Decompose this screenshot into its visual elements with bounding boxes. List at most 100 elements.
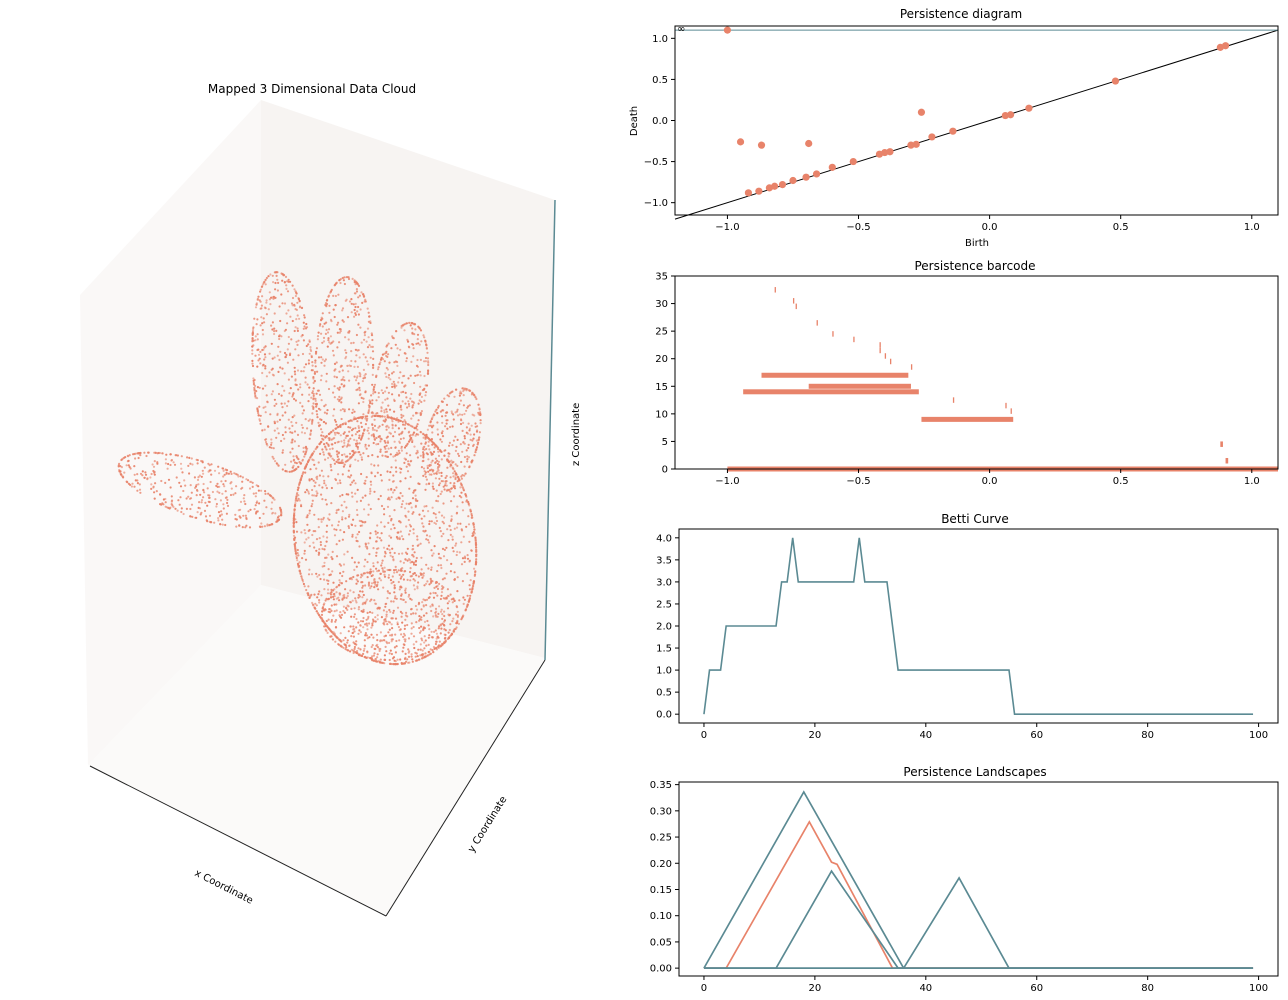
betti-ytick-label: 0.0 bbox=[656, 710, 672, 721]
barcode-frame bbox=[674, 275, 1279, 470]
barcode-ytick-label: 5 bbox=[662, 437, 668, 448]
diagram-ytick-label: 0.0 bbox=[652, 116, 668, 127]
barcode-ytick-label: 25 bbox=[655, 327, 668, 338]
landscape-series-line bbox=[703, 876, 1254, 969]
betti-title: Betti Curve bbox=[941, 512, 1009, 526]
barcode-xtick-label: 0.5 bbox=[1113, 476, 1129, 487]
diagram-ytick-label: 1.0 bbox=[652, 34, 668, 45]
betti-xtick-label: 20 bbox=[809, 730, 822, 741]
barcode-bar bbox=[774, 287, 776, 293]
landscapes-ytick-label: 0.35 bbox=[650, 780, 672, 791]
diagram-point bbox=[1111, 77, 1120, 85]
diagram-point bbox=[812, 170, 821, 178]
diagram-point bbox=[736, 138, 745, 146]
landscapes-title: Persistence Landscapes bbox=[903, 765, 1046, 779]
betti-xtick-label: 100 bbox=[1249, 730, 1268, 741]
barcode-ytick-label: 20 bbox=[655, 354, 668, 365]
betti-content bbox=[703, 537, 1254, 715]
barcode-bar bbox=[884, 353, 887, 359]
barcode-ytick-label: 35 bbox=[655, 272, 668, 283]
barcode-xtick-label: −0.5 bbox=[846, 476, 870, 487]
barcode-bar bbox=[808, 383, 911, 389]
diagram-xtick-label: 0.0 bbox=[982, 222, 998, 233]
diagram-point bbox=[755, 187, 763, 195]
barcode-ticks: −1.0 −0.5 0.0 0.5 1.0 0 5 10 15 20 25 30 35 bbox=[655, 272, 1259, 488]
diagram-point bbox=[802, 173, 810, 181]
barcode-ytick-label: 0 bbox=[662, 465, 668, 476]
betti-ytick-label: 2.0 bbox=[656, 622, 672, 633]
barcode-bar bbox=[795, 303, 797, 310]
barcode-bar bbox=[1225, 457, 1229, 464]
diagram-ytick-label: 0.5 bbox=[652, 75, 668, 86]
diagram-point bbox=[912, 140, 920, 148]
z-axis-line bbox=[544, 199, 556, 661]
betti-xtick-label: 80 bbox=[1141, 730, 1154, 741]
diagram-point bbox=[778, 180, 787, 189]
barcode-bar bbox=[1010, 408, 1012, 414]
diagram-point bbox=[849, 157, 857, 166]
diagram-point bbox=[771, 182, 779, 190]
betti-ytick-label: 3.0 bbox=[656, 577, 672, 588]
diagram-ylabel: Death bbox=[629, 106, 640, 136]
barcode-xtick-label: 1.0 bbox=[1244, 476, 1260, 487]
barcode-bar bbox=[879, 342, 881, 348]
persistence-diagram: Persistence diagram ∞ −1.0 −0.5 0.0 0.5 1.0 −… bbox=[629, 7, 1279, 249]
landscapes-xtick-label: 20 bbox=[809, 983, 822, 994]
barcode-bar bbox=[921, 416, 1014, 422]
barcode-xtick-label: −1.0 bbox=[715, 476, 739, 487]
barcode-ytick-label: 10 bbox=[655, 409, 668, 420]
diagram-xtick-label: 0.5 bbox=[1113, 222, 1129, 233]
diagram-point bbox=[1025, 104, 1033, 112]
diagram-ytick-label: −0.5 bbox=[644, 157, 668, 168]
landscapes-ytick-label: 0.05 bbox=[650, 937, 672, 948]
barcode-bar bbox=[816, 320, 818, 326]
point-cloud-3d: Mapped 3 Dimensional Data Cloud x Coordi… bbox=[80, 82, 582, 917]
barcode-bar bbox=[879, 347, 881, 354]
landscapes-ticks: 0 20 40 60 80 100 0.00 0.05 0.10 0.15 0.20 0.25 0.30… bbox=[650, 780, 1268, 994]
barcode-bar bbox=[1005, 402, 1007, 409]
betti-ytick-label: 1.0 bbox=[656, 666, 672, 677]
betti-series-line bbox=[703, 537, 1254, 715]
diagram-point bbox=[1221, 42, 1230, 50]
landscapes-frame bbox=[678, 781, 1279, 977]
diagram-point bbox=[744, 189, 753, 197]
pane-left bbox=[80, 100, 261, 765]
x-axis-line bbox=[89, 765, 387, 917]
barcode-bar bbox=[761, 372, 909, 378]
diagram-ticks: −1.0 −0.5 0.0 0.5 1.0 −1.0 −0.5 0.0 0.5 1.0 bbox=[644, 34, 1260, 233]
landscapes-xtick-label: 80 bbox=[1141, 983, 1154, 994]
landscapes-ytick-label: 0.25 bbox=[650, 833, 672, 844]
diagram-content: ∞ bbox=[674, 24, 1279, 220]
landscapes-xtick-label: 60 bbox=[1030, 983, 1043, 994]
landscapes-ytick-label: 0.20 bbox=[650, 859, 672, 870]
diagram-point bbox=[805, 139, 813, 148]
infinity-label: ∞ bbox=[677, 24, 685, 35]
diagram-point bbox=[886, 148, 894, 156]
diagram-xtick-label: −0.5 bbox=[846, 222, 870, 233]
landscapes-xtick-label: 40 bbox=[919, 983, 932, 994]
diagram-point bbox=[928, 133, 936, 141]
barcode-bar bbox=[952, 397, 955, 403]
diagram-point bbox=[917, 108, 926, 116]
diagram-point bbox=[789, 176, 797, 185]
betti-curve: Betti Curve 0 20 40 60 80 100 0.0 0.5 1.0 1.5 2.0 2… bbox=[656, 512, 1279, 741]
diagram-point bbox=[1006, 111, 1015, 119]
barcode-bar bbox=[889, 358, 892, 365]
landscapes-ytick-label: 0.10 bbox=[650, 911, 672, 922]
diagram-xlabel: Birth bbox=[965, 238, 989, 249]
barcode-bar bbox=[792, 298, 795, 304]
barcode-bar bbox=[832, 331, 834, 337]
betti-ytick-label: 4.0 bbox=[656, 533, 672, 544]
landscapes-content bbox=[703, 790, 1254, 969]
pane-floor bbox=[88, 585, 545, 915]
diagram-title: Persistence diagram bbox=[900, 7, 1022, 21]
landscapes-xtick-label: 100 bbox=[1249, 983, 1268, 994]
landscapes-ytick-label: 0.30 bbox=[650, 806, 672, 817]
persistence-barcode: Persistence barcode −1.0 −0.5 0.0 0.5 1.0 0 5 1… bbox=[655, 259, 1279, 488]
diagram-point bbox=[757, 141, 766, 149]
diagram-xtick-label: −1.0 bbox=[715, 222, 739, 233]
landscapes-ytick-label: 0.00 bbox=[650, 964, 672, 975]
persistence-landscapes: Persistence Landscapes 0 20 40 60 80 1000.000… bbox=[650, 765, 1279, 994]
barcode-ytick-label: 15 bbox=[655, 382, 668, 393]
